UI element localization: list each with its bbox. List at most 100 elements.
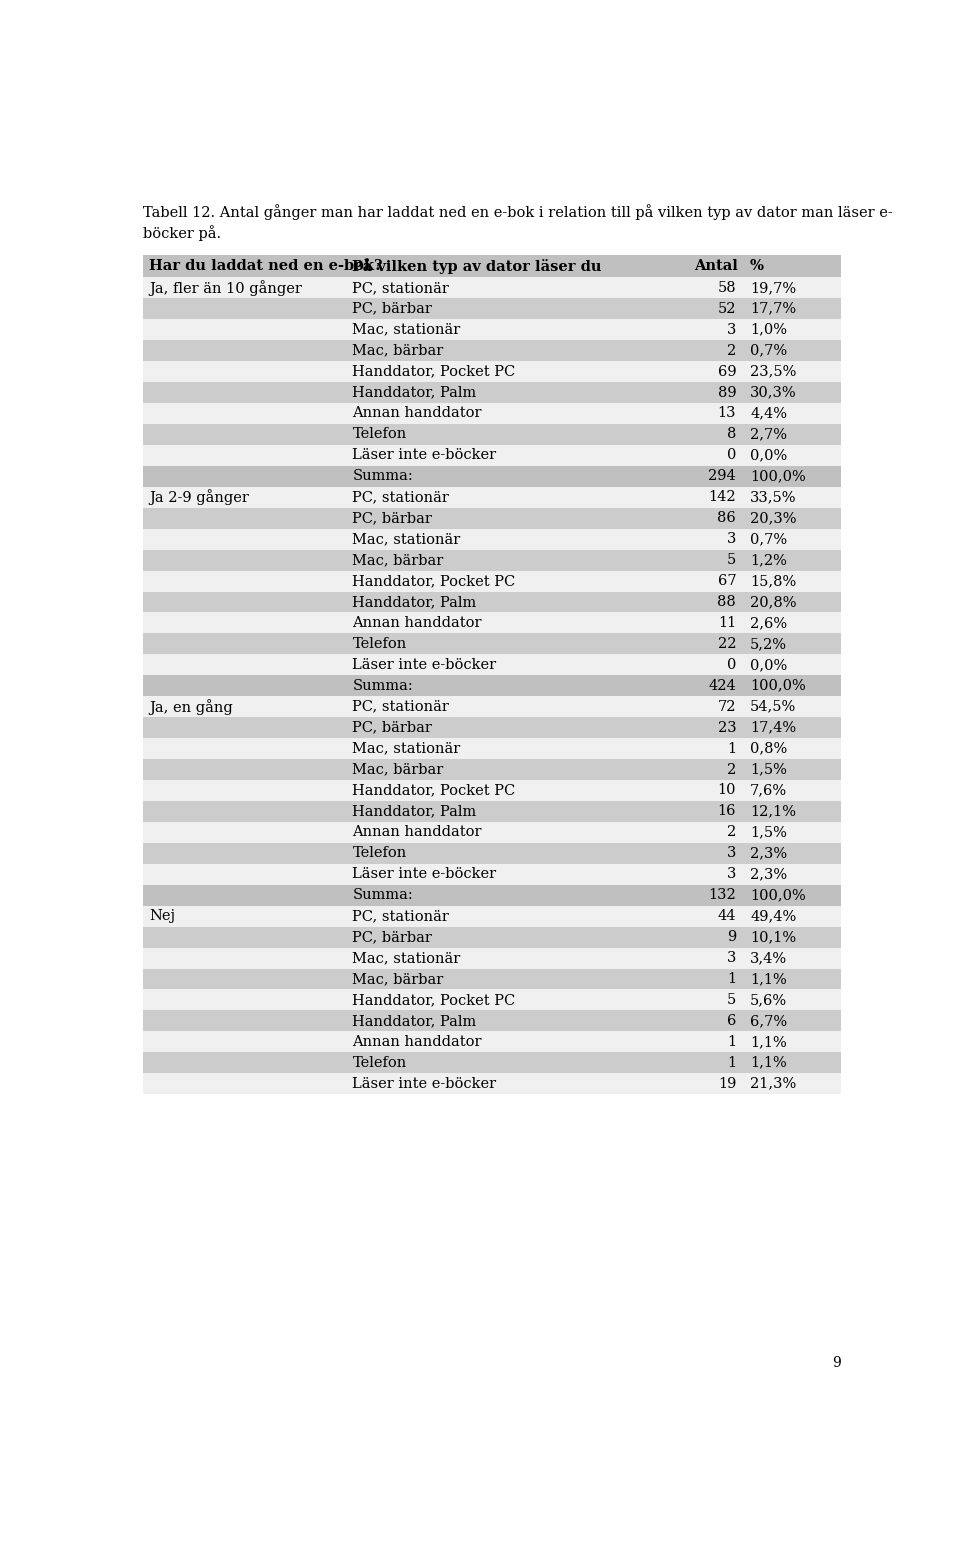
Text: 0,8%: 0,8% <box>750 741 787 755</box>
Bar <box>143 1010 841 1031</box>
Bar <box>143 299 841 319</box>
Text: Mac, stationär: Mac, stationär <box>352 532 461 547</box>
Bar <box>143 1073 841 1095</box>
Text: Handdator, Palm: Handdator, Palm <box>352 595 477 609</box>
Text: 3: 3 <box>727 532 736 547</box>
Text: PC, stationär: PC, stationär <box>352 280 449 294</box>
Bar <box>143 381 841 403</box>
Bar <box>143 926 841 948</box>
Text: 69: 69 <box>717 364 736 378</box>
Bar <box>143 445 841 466</box>
Text: 1,5%: 1,5% <box>750 763 787 777</box>
Text: 100,0%: 100,0% <box>750 887 805 902</box>
Text: Handdator, Palm: Handdator, Palm <box>352 805 477 819</box>
Bar <box>143 718 841 738</box>
Bar <box>143 948 841 968</box>
Bar <box>143 361 841 381</box>
Text: 54,5%: 54,5% <box>750 699 797 713</box>
Text: Annan handdator: Annan handdator <box>352 406 482 420</box>
Text: 30,3%: 30,3% <box>750 386 797 400</box>
Text: Mac, stationär: Mac, stationär <box>352 741 461 755</box>
Text: 2: 2 <box>727 825 736 839</box>
Text: 23: 23 <box>717 721 736 735</box>
Text: Summa:: Summa: <box>352 679 413 693</box>
Bar <box>143 634 841 654</box>
Text: 4,4%: 4,4% <box>750 406 787 420</box>
Text: 20,8%: 20,8% <box>750 595 797 609</box>
Text: 1,5%: 1,5% <box>750 825 787 839</box>
Text: Antal: Antal <box>694 260 737 274</box>
Text: 5: 5 <box>727 553 736 567</box>
Text: 0: 0 <box>727 657 736 671</box>
Bar <box>143 487 841 508</box>
Bar <box>143 508 841 529</box>
Text: PC, bärbar: PC, bärbar <box>352 302 432 316</box>
Text: 17,7%: 17,7% <box>750 302 796 316</box>
Text: 19,7%: 19,7% <box>750 280 796 294</box>
Text: 23,5%: 23,5% <box>750 364 797 378</box>
Text: Läser inte e-böcker: Läser inte e-böcker <box>352 867 496 881</box>
Text: 21,3%: 21,3% <box>750 1077 797 1091</box>
Text: 1,0%: 1,0% <box>750 322 787 336</box>
Text: PC, stationär: PC, stationär <box>352 490 449 504</box>
Bar <box>143 760 841 780</box>
Text: 1: 1 <box>727 1056 736 1070</box>
Text: 22: 22 <box>718 637 736 651</box>
Text: Handdator, Palm: Handdator, Palm <box>352 386 477 400</box>
Text: PC, bärbar: PC, bärbar <box>352 721 432 735</box>
Text: 424: 424 <box>708 679 736 693</box>
Text: 9: 9 <box>832 1356 841 1370</box>
Text: 0: 0 <box>727 448 736 462</box>
Text: På vilken typ av dator läser du: På vilken typ av dator läser du <box>352 258 602 274</box>
Text: 294: 294 <box>708 469 736 483</box>
Text: 6,7%: 6,7% <box>750 1014 787 1028</box>
Text: 72: 72 <box>718 699 736 713</box>
Text: Handdator, Pocket PC: Handdator, Pocket PC <box>352 575 516 589</box>
Text: Läser inte e-böcker: Läser inte e-böcker <box>352 1077 496 1091</box>
Bar <box>143 906 841 926</box>
Text: Har du laddat ned en e-bok?: Har du laddat ned en e-bok? <box>150 260 383 274</box>
Text: PC, bärbar: PC, bärbar <box>352 930 432 944</box>
Text: PC, stationär: PC, stationär <box>352 909 449 923</box>
Text: 9: 9 <box>727 930 736 944</box>
Text: 7,6%: 7,6% <box>750 783 787 797</box>
Text: 2,7%: 2,7% <box>750 428 787 442</box>
Text: PC, bärbar: PC, bärbar <box>352 511 432 525</box>
Text: 33,5%: 33,5% <box>750 490 797 504</box>
Text: Mac, bärbar: Mac, bärbar <box>352 972 444 986</box>
Bar <box>143 570 841 592</box>
Text: 8: 8 <box>727 428 736 442</box>
Bar <box>143 676 841 696</box>
Text: 15,8%: 15,8% <box>750 575 797 589</box>
Text: 3,4%: 3,4% <box>750 951 787 965</box>
Text: Annan handdator: Annan handdator <box>352 825 482 839</box>
Bar <box>143 319 841 339</box>
Text: 0,0%: 0,0% <box>750 657 787 671</box>
Text: Mac, stationär: Mac, stationär <box>352 322 461 336</box>
Text: 2,3%: 2,3% <box>750 847 787 861</box>
Text: 10: 10 <box>718 783 736 797</box>
Text: 19: 19 <box>718 1077 736 1091</box>
Bar <box>143 696 841 718</box>
Text: 142: 142 <box>708 490 736 504</box>
Text: Handdator, Pocket PC: Handdator, Pocket PC <box>352 783 516 797</box>
Text: 49,4%: 49,4% <box>750 909 797 923</box>
Text: Handdator, Palm: Handdator, Palm <box>352 1014 477 1028</box>
Bar <box>143 592 841 612</box>
Text: Telefon: Telefon <box>352 637 407 651</box>
Text: Mac, stationär: Mac, stationär <box>352 951 461 965</box>
Text: Summa:: Summa: <box>352 887 413 902</box>
Bar <box>143 550 841 570</box>
Text: 1: 1 <box>727 741 736 755</box>
Text: Annan handdator: Annan handdator <box>352 1035 482 1049</box>
Text: 10,1%: 10,1% <box>750 930 796 944</box>
Text: 100,0%: 100,0% <box>750 679 805 693</box>
Text: 5,2%: 5,2% <box>750 637 787 651</box>
Text: 1,1%: 1,1% <box>750 972 787 986</box>
Text: 0,7%: 0,7% <box>750 532 787 547</box>
Text: 100,0%: 100,0% <box>750 469 805 483</box>
Text: 1: 1 <box>727 1035 736 1049</box>
Text: 89: 89 <box>717 386 736 400</box>
Text: Ja 2-9 gånger: Ja 2-9 gånger <box>150 489 250 504</box>
Text: 1,1%: 1,1% <box>750 1056 787 1070</box>
